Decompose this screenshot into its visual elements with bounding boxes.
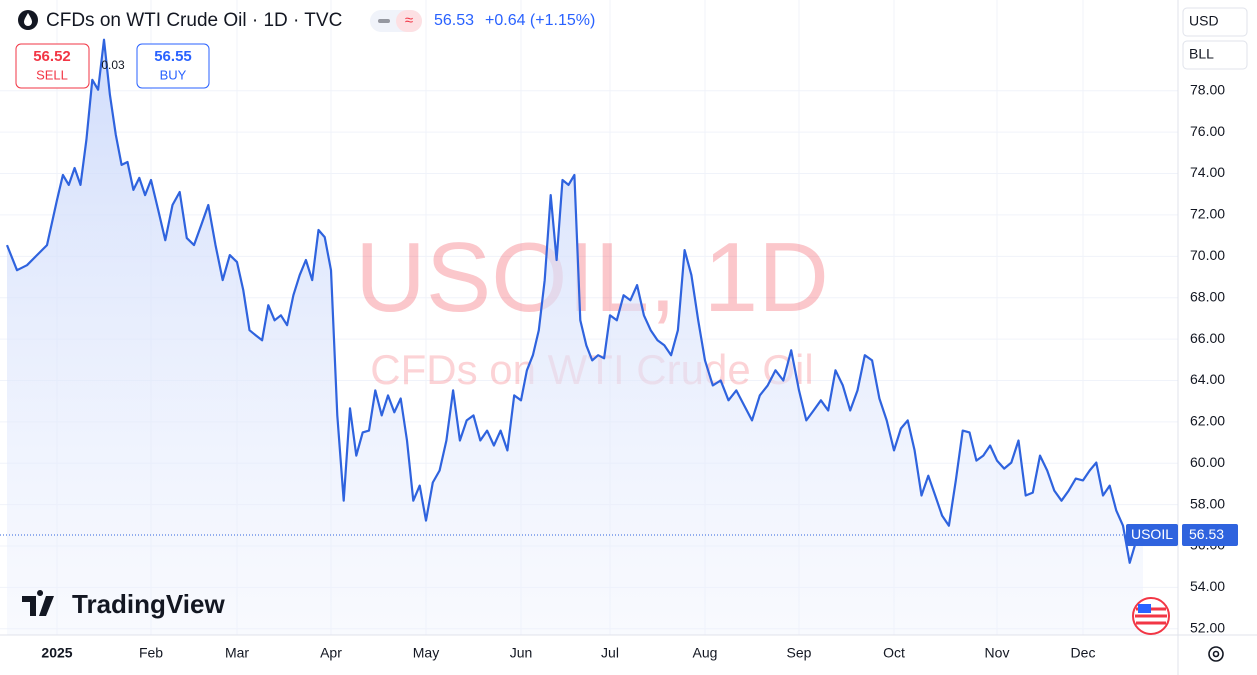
logo: TradingView [72, 589, 225, 619]
price-tag-label: 56.53 [1189, 526, 1224, 542]
y-tick-label: 66.00 [1190, 330, 1225, 346]
y-tick-label: 68.00 [1190, 288, 1225, 304]
y-tick-label: 60.00 [1190, 454, 1225, 470]
y-tick-label: 72.00 [1190, 206, 1225, 222]
x-tick-label: Mar [225, 645, 249, 661]
x-tick-label: Oct [883, 645, 905, 661]
watermark: USOIL, 1D [355, 222, 829, 332]
buy-price[interactable]: 56.55 [154, 48, 192, 65]
x-tick-label: Nov [985, 645, 1010, 661]
area-fill [7, 39, 1143, 635]
y-tick-label: 58.00 [1190, 495, 1225, 511]
buy-button[interactable]: 56.55 BUY [136, 43, 210, 89]
sell-button[interactable]: 56.52 SELL [15, 43, 90, 89]
x-tick-label: Feb [139, 645, 163, 661]
symbol-icon [24, 13, 32, 26]
header-price: 56.53 [434, 12, 474, 29]
settings-icon [1212, 650, 1220, 658]
buy-label[interactable]: BUY [160, 67, 187, 82]
unit[interactable]: BLL [1189, 46, 1214, 62]
unit-button[interactable] [1182, 40, 1248, 70]
price-tag [1182, 524, 1238, 547]
y-tick-label: 76.00 [1190, 123, 1225, 139]
header-change: +0.64 (+1.15%) [485, 12, 595, 29]
x-tick-label: Jun [510, 645, 533, 661]
settings-icon[interactable] [1208, 646, 1224, 662]
y-tick-label: 74.00 [1190, 164, 1225, 180]
sell-box[interactable] [15, 43, 90, 89]
x-tick-label: 2025 [41, 645, 72, 661]
y-tick-label: 54.00 [1190, 578, 1225, 594]
buy-box[interactable] [136, 43, 210, 89]
y-tick-label: 70.00 [1190, 247, 1225, 263]
x-tick-label: Sep [787, 645, 812, 661]
title: CFDs on WTI Crude Oil · 1D · TVC [46, 10, 342, 31]
x-tick-label: Jul [601, 645, 619, 661]
x-tick-label: Aug [693, 645, 718, 661]
status-icon [396, 10, 422, 32]
sell-label[interactable]: SELL [36, 67, 68, 82]
x-tick-label: May [413, 645, 439, 661]
currency[interactable]: USD [1189, 13, 1219, 29]
currency-button[interactable] [1182, 7, 1248, 37]
y-tick-label: 78.00 [1190, 81, 1225, 97]
logo-icon [22, 590, 54, 616]
spread: 0.03 [101, 58, 125, 72]
x-tick-label: Apr [320, 645, 342, 661]
sell-price[interactable]: 56.52 [33, 48, 71, 65]
y-tick-label: 52.00 [1190, 619, 1225, 635]
flag-icon [1138, 604, 1151, 613]
status-icon: ≈ [405, 12, 413, 29]
symbol-tag [1126, 524, 1178, 547]
x-tick-label: Dec [1071, 645, 1096, 661]
y-tick-label: 62.00 [1190, 413, 1225, 429]
symbol-tag-label: USOIL [1131, 526, 1173, 542]
status-icon [378, 19, 390, 23]
price-line [5, 38, 1144, 564]
y-tick-label: 64.00 [1190, 371, 1225, 387]
